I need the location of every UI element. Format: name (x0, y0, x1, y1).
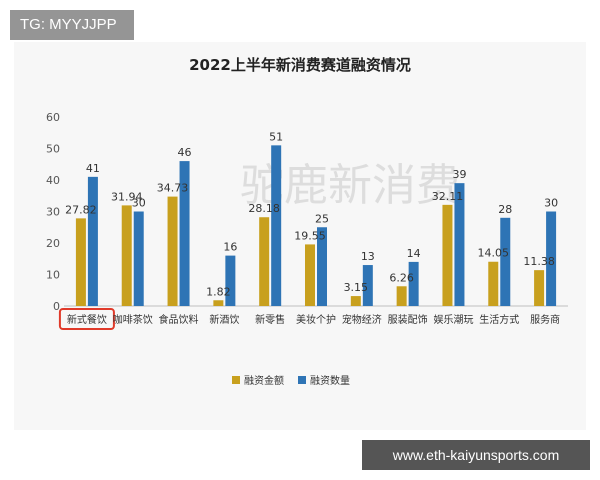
data-label: 25 (315, 212, 329, 225)
y-tick-label: 0 (53, 300, 60, 313)
bar-amount (259, 217, 270, 306)
x-tick-label: 美妆个护 (296, 313, 336, 326)
y-tick-label: 60 (46, 111, 60, 124)
bar-amount (167, 196, 178, 306)
x-tick-label: 新零售 (255, 313, 285, 326)
data-label: 3.15 (344, 281, 369, 294)
bar-amount (396, 286, 407, 306)
legend-label: 融资金额 (244, 374, 284, 387)
source-url-banner[interactable]: www.eth-kaiyunsports.com (362, 440, 590, 470)
bar-amount (488, 261, 499, 306)
bar-amount (305, 244, 315, 306)
data-label: 11.38 (523, 255, 555, 268)
y-tick-label: 40 (46, 174, 60, 187)
bar-amount (75, 218, 86, 306)
data-label: 30 (132, 197, 146, 210)
data-label: 14.05 (478, 247, 510, 260)
data-label: 34.73 (157, 182, 189, 195)
bar-count (454, 183, 465, 306)
legend-label: 融资数量 (310, 374, 350, 387)
bar-count (546, 211, 557, 306)
bar-amount (213, 300, 224, 306)
data-label: 46 (178, 146, 192, 159)
x-tick-label: 新酒饮 (209, 313, 239, 326)
x-tick-label: 娱乐潮玩 (433, 313, 473, 326)
y-tick-label: 50 (46, 143, 60, 156)
data-label: 32.11 (432, 190, 464, 203)
bar-count (408, 261, 419, 306)
chart-background (14, 42, 586, 430)
bar-amount (442, 204, 453, 306)
data-label: 1.82 (206, 285, 231, 298)
data-label: 13 (361, 250, 375, 263)
legend-swatch-count (298, 376, 306, 384)
bar-count (225, 255, 236, 306)
bar-count (87, 176, 98, 306)
y-tick-label: 30 (46, 206, 60, 219)
data-label: 19.55 (294, 229, 326, 242)
x-tick-label: 生活方式 (479, 313, 519, 326)
bar-count (500, 217, 511, 306)
data-label: 6.26 (389, 271, 414, 284)
x-tick-label: 食品饮料 (159, 313, 199, 326)
legend-swatch-amount (232, 376, 240, 384)
data-label: 28.18 (248, 202, 280, 215)
data-label: 28 (498, 203, 512, 216)
data-label: 51 (269, 130, 283, 143)
bar-amount (534, 270, 545, 306)
bar-amount (121, 205, 132, 306)
data-label: 39 (452, 168, 466, 181)
data-label: 41 (86, 162, 100, 175)
highlight-box (58, 308, 115, 330)
data-label: 14 (407, 247, 421, 260)
chart-title: 2022上半年新消费赛道融资情况 (189, 56, 411, 74)
bar-count (133, 211, 144, 306)
y-tick-label: 10 (46, 269, 60, 282)
x-tick-label: 服务商 (530, 313, 560, 326)
data-label: 27.82 (65, 203, 97, 216)
bar-count (271, 145, 282, 306)
data-label: 31.94 (111, 190, 143, 203)
bar-count (362, 265, 373, 306)
x-tick-label: 宠物经济 (342, 313, 382, 326)
data-label: 16 (223, 241, 237, 254)
bar-count (317, 227, 327, 306)
bar-count (179, 161, 190, 306)
bar-amount (350, 296, 361, 306)
y-tick-label: 20 (46, 237, 60, 250)
x-tick-label: 服装配饰 (388, 313, 428, 326)
x-tick-label: 咖啡茶饮 (113, 313, 153, 326)
tg-tag: TG: MYYJJPP (10, 10, 134, 40)
data-label: 30 (544, 197, 558, 210)
x-tick-label: 新式餐饮 (67, 313, 107, 326)
